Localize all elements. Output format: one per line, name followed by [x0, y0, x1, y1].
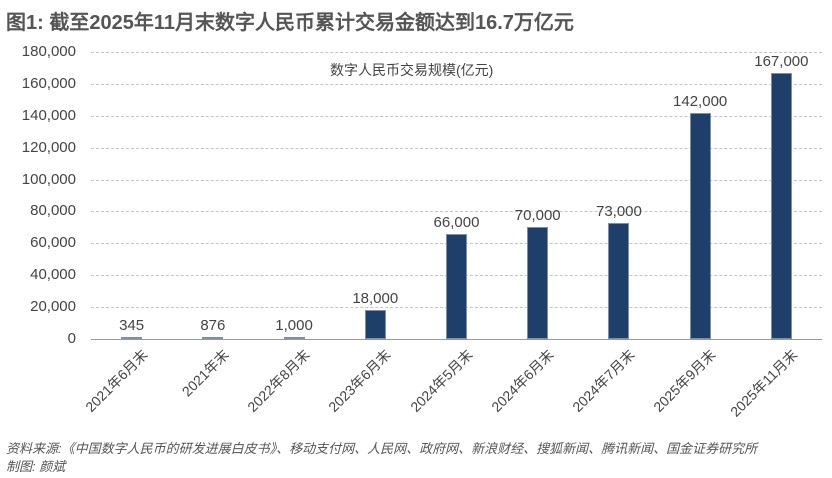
- x-tick-label: 2025年11月末: [726, 346, 801, 420]
- bar: [608, 222, 630, 339]
- bar: [527, 227, 549, 339]
- gridline: [91, 147, 822, 149]
- x-tick-label: 2022年8月末: [244, 346, 313, 415]
- y-tick-label: 160,000: [21, 74, 76, 92]
- y-tick-label: 120,000: [21, 138, 76, 156]
- bar: [202, 337, 224, 339]
- gridline: [91, 83, 822, 85]
- value-label: 876: [200, 317, 226, 334]
- bar: [446, 233, 467, 339]
- x-tick-label: 2024年7月末: [569, 346, 638, 415]
- gridline: [91, 115, 822, 117]
- source-note: 资料来源:《中国数字人民币的研发进展白皮书》、移动支付网、人民网、政府网、新浪财…: [6, 441, 758, 456]
- x-tick-label: 2021年末: [178, 346, 232, 400]
- x-tick-label: 2023年6月末: [325, 346, 395, 415]
- bar: [364, 310, 386, 339]
- bar: [121, 337, 143, 339]
- series-label: 数字人民币交易规模(亿元): [330, 62, 494, 78]
- credit-note: 制图: 颜斌: [6, 459, 66, 474]
- gridline: [91, 52, 822, 53]
- value-label: 70,000: [514, 207, 561, 225]
- gridline: [91, 179, 822, 181]
- value-label: 73,000: [595, 202, 642, 220]
- bar: [770, 72, 792, 339]
- x-axis-line: [91, 339, 822, 340]
- bar: [283, 337, 305, 339]
- bar-chart: 数字人民币交易规模(亿元) 180,000 160,000 140,000 120,0…: [21, 43, 822, 420]
- value-label: 18,000: [352, 290, 399, 308]
- x-tick-label: 2021年6月末: [81, 346, 151, 415]
- y-tick-label: 0: [67, 330, 76, 347]
- value-label: 167,000: [754, 52, 809, 70]
- y-tick-label: 60,000: [30, 234, 76, 252]
- y-tick-label: 80,000: [30, 202, 76, 220]
- bar: [689, 112, 711, 339]
- gridline: [91, 211, 822, 213]
- y-tick-label: 20,000: [30, 298, 76, 316]
- x-tick-label: 2025年9月末: [650, 346, 719, 415]
- chart-title: 图1: 截至2025年11月末数字人民币累计交易金额达到16.7万亿元: [6, 12, 574, 34]
- value-label: 1,000: [275, 317, 313, 334]
- value-label: 66,000: [433, 213, 480, 231]
- y-tick-label: 140,000: [21, 106, 76, 124]
- x-tick-label: 2024年6月末: [487, 346, 557, 415]
- y-tick-label: 180,000: [21, 43, 76, 60]
- value-label: 142,000: [673, 92, 728, 110]
- value-label: 345: [119, 317, 145, 334]
- y-tick-label: 40,000: [30, 266, 76, 284]
- y-tick-label: 100,000: [21, 170, 76, 188]
- x-tick-label: 2024年5月末: [406, 346, 476, 415]
